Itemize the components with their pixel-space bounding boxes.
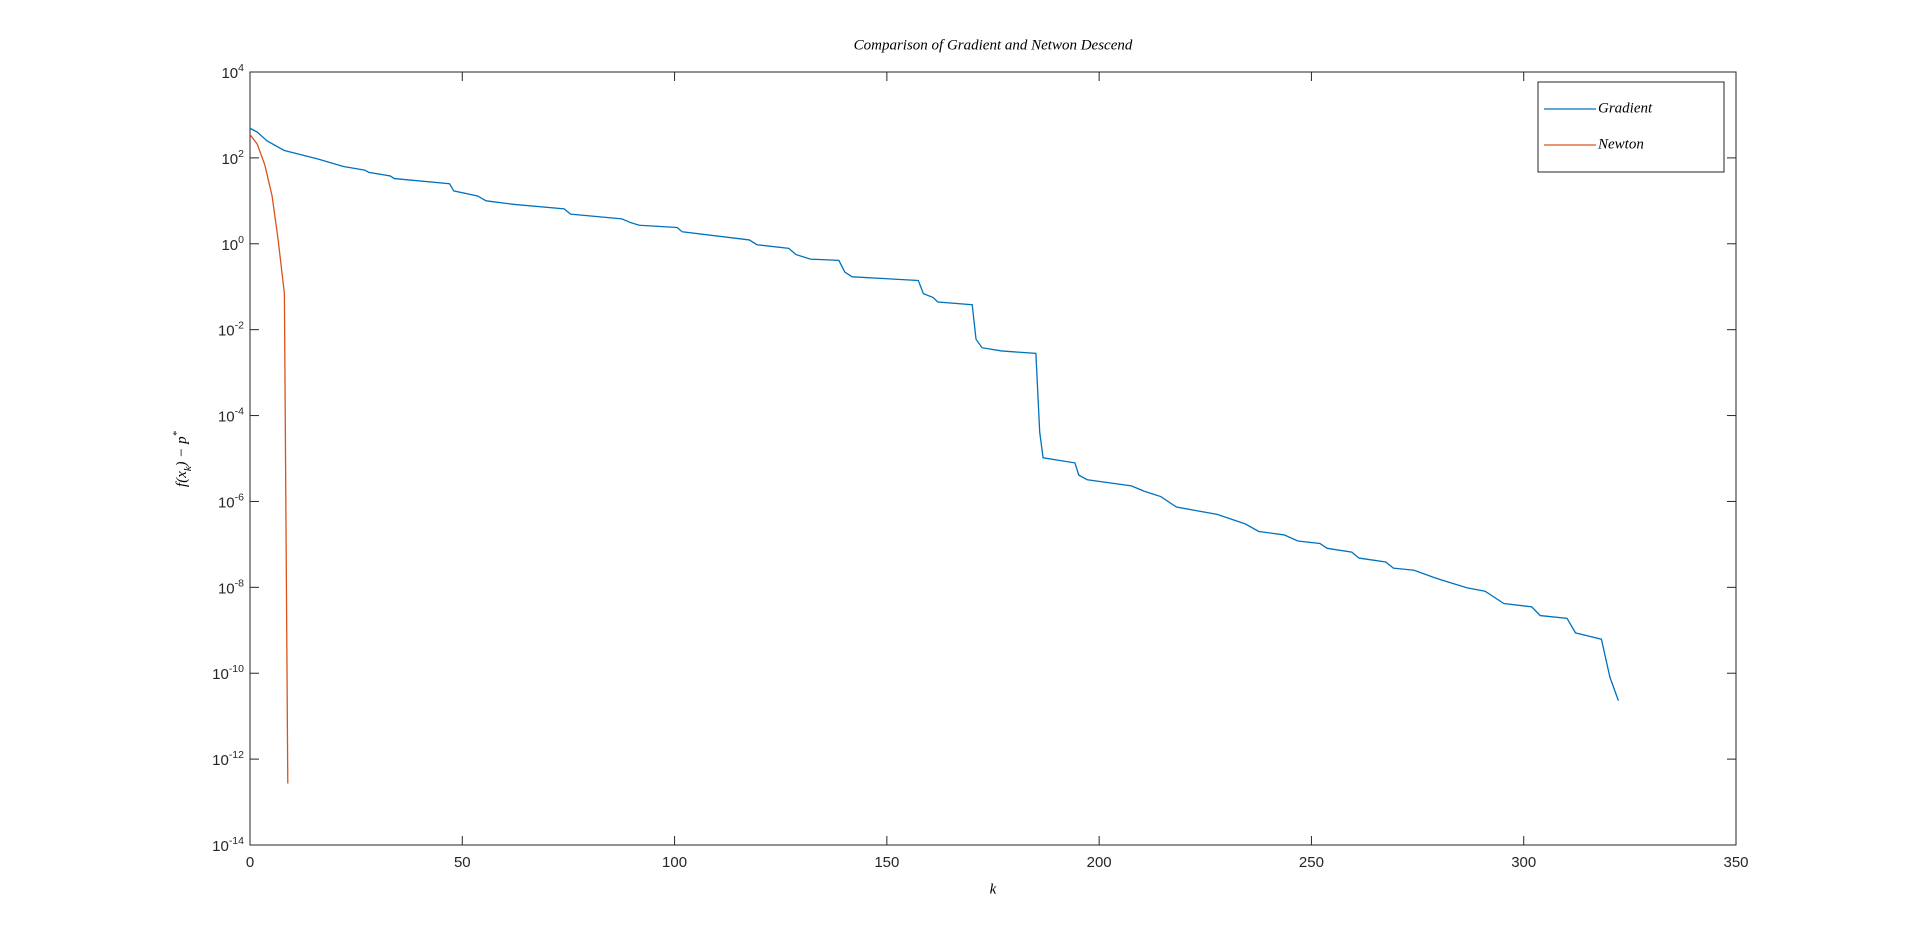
series-line — [249, 134, 289, 784]
y-tick-label: 10-4 — [218, 405, 244, 425]
y-tick-label: 10-14 — [212, 835, 244, 855]
y-tick-label: 10-12 — [212, 749, 244, 769]
x-tick-label: 200 — [1087, 854, 1112, 871]
x-tick-label: 150 — [874, 854, 899, 871]
x-tick-label: 50 — [454, 854, 471, 871]
y-tick-label: 10-10 — [212, 663, 244, 683]
x-tick-label: 300 — [1511, 854, 1536, 871]
x-tick-label: 250 — [1299, 854, 1324, 871]
y-tick-label: 104 — [221, 62, 244, 82]
y-tick-label: 100 — [221, 234, 244, 254]
x-tick-label: 100 — [662, 854, 687, 871]
y-tick-label: 10-2 — [218, 319, 244, 339]
y-tick-label: 102 — [221, 148, 244, 168]
legend-label: Newton — [1597, 136, 1644, 152]
x-axis-label: k — [990, 881, 997, 897]
x-tick-label: 0 — [246, 854, 254, 871]
y-tick-label: 10-8 — [218, 577, 244, 597]
y-tick-label: 10-6 — [218, 491, 244, 511]
y-axis-label: f(xk) − p* — [172, 430, 194, 487]
plot-area — [249, 71, 1737, 846]
legend-box — [1537, 81, 1725, 173]
chart-title: Comparison of Gradient and Netwon Descen… — [854, 37, 1133, 53]
series-line — [249, 127, 1620, 701]
x-tick-label: 350 — [1723, 854, 1748, 871]
legend-label: Gradient — [1598, 100, 1653, 116]
